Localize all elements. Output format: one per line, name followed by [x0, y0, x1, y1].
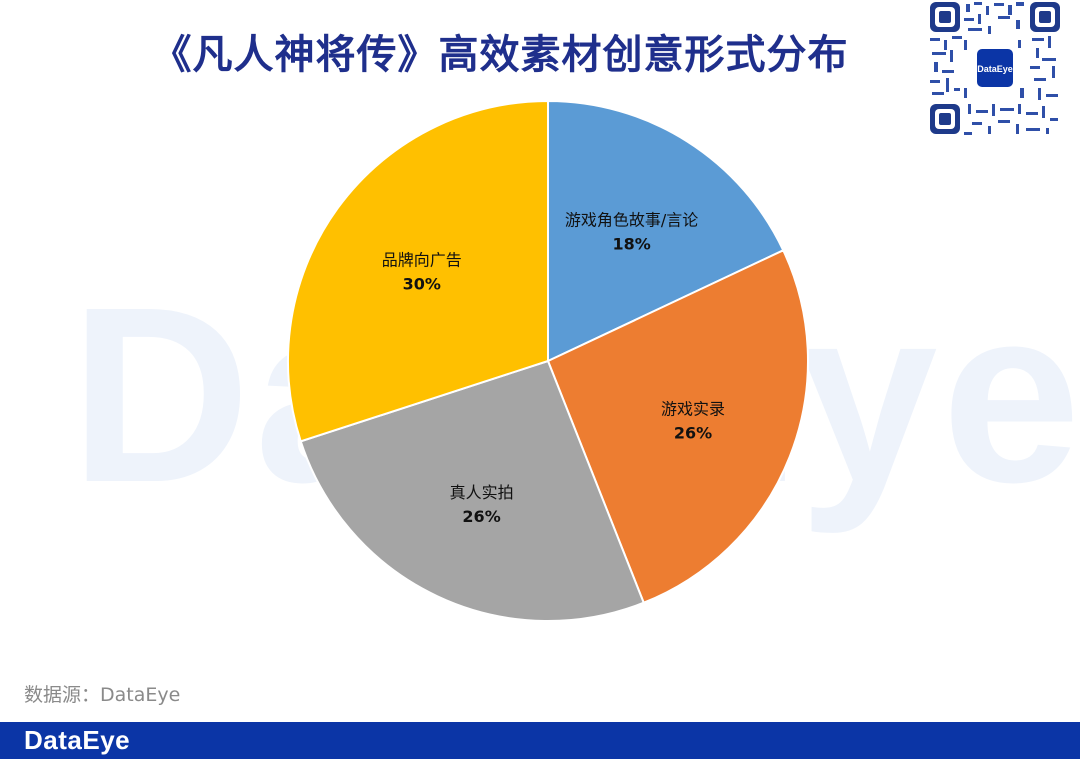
footer-logo: DataEye	[24, 725, 131, 755]
slice-value-live-action: 26%	[462, 507, 500, 526]
pie-slice-live-action	[299, 359, 646, 622]
slice-label-brand-ad: 品牌向广告	[382, 250, 462, 269]
pie-slice-story-dialogue	[547, 99, 785, 363]
slice-label-live-action: 真人实拍	[450, 483, 514, 502]
qr-code-image: DataEye	[928, 0, 1062, 136]
pie-slices	[287, 99, 809, 622]
slice-label-story-dialogue: 游戏角色故事/言论	[565, 210, 698, 229]
slice-label-gameplay: 游戏实录	[661, 399, 725, 418]
qr-logo-text: DataEye	[977, 64, 1013, 74]
chart-title: 《凡人神将传》高效素材创意形式分布	[151, 32, 849, 78]
data-source-note: 数据源：DataEye	[24, 684, 181, 706]
slice-value-gameplay: 26%	[674, 423, 712, 442]
footer-bar: DataEye	[0, 722, 1080, 759]
pie-slice-gameplay	[546, 248, 809, 605]
pie-slice-brand-ad	[287, 99, 549, 443]
slice-value-brand-ad: 30%	[403, 274, 441, 293]
slice-value-story-dialogue: 18%	[612, 234, 650, 253]
pie-labels: 游戏角色故事/言论 18% 游戏实录 26% 真人实拍 26% 品牌向广告 30%	[382, 210, 725, 526]
